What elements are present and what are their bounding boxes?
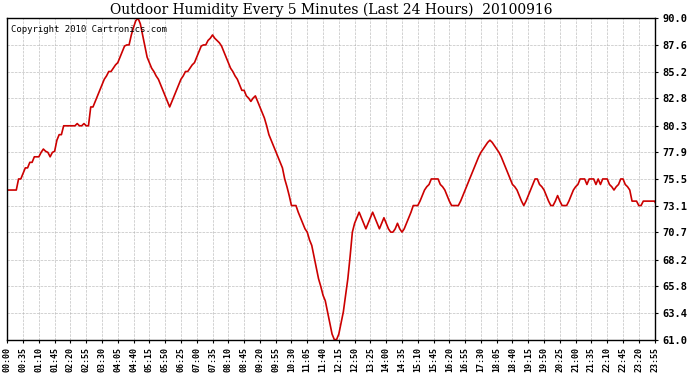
Title: Outdoor Humidity Every 5 Minutes (Last 24 Hours)  20100916: Outdoor Humidity Every 5 Minutes (Last 2… bbox=[110, 3, 552, 17]
Text: Copyright 2010 Cartronics.com: Copyright 2010 Cartronics.com bbox=[10, 25, 166, 34]
